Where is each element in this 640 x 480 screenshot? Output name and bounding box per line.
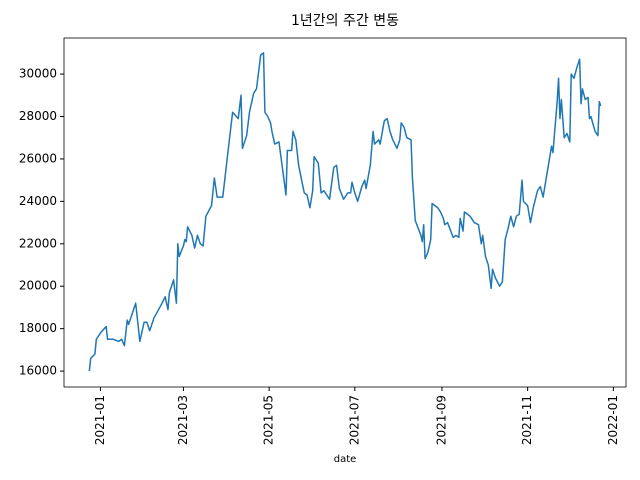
y-tick-label: 22000	[19, 236, 57, 250]
x-tick-label: 2021-09	[434, 395, 448, 445]
y-tick-label: 26000	[19, 151, 57, 165]
line	[88, 52, 602, 372]
x-tick-label: 2021-05	[262, 395, 276, 445]
y-tick-label: 24000	[19, 194, 57, 208]
x-tick-label: 2021-07	[347, 395, 361, 445]
y-tick-label: 16000	[19, 364, 57, 378]
x-tick-label: 2022-01	[606, 395, 620, 445]
x-axis-label: date	[334, 454, 357, 465]
y-tick-label: 18000	[19, 321, 57, 335]
x-tick-label: 2021-01	[93, 395, 107, 445]
x-tick-label: 2021-03	[176, 395, 190, 445]
y-tick-label: 28000	[19, 109, 57, 123]
y-tick-label: 30000	[19, 67, 57, 81]
chart-title: 1년간의 주간 변동	[291, 13, 399, 29]
plot-frame	[63, 37, 627, 388]
y-tick-label: 20000	[19, 279, 57, 293]
x-tick-label: 2021-11	[520, 395, 534, 445]
